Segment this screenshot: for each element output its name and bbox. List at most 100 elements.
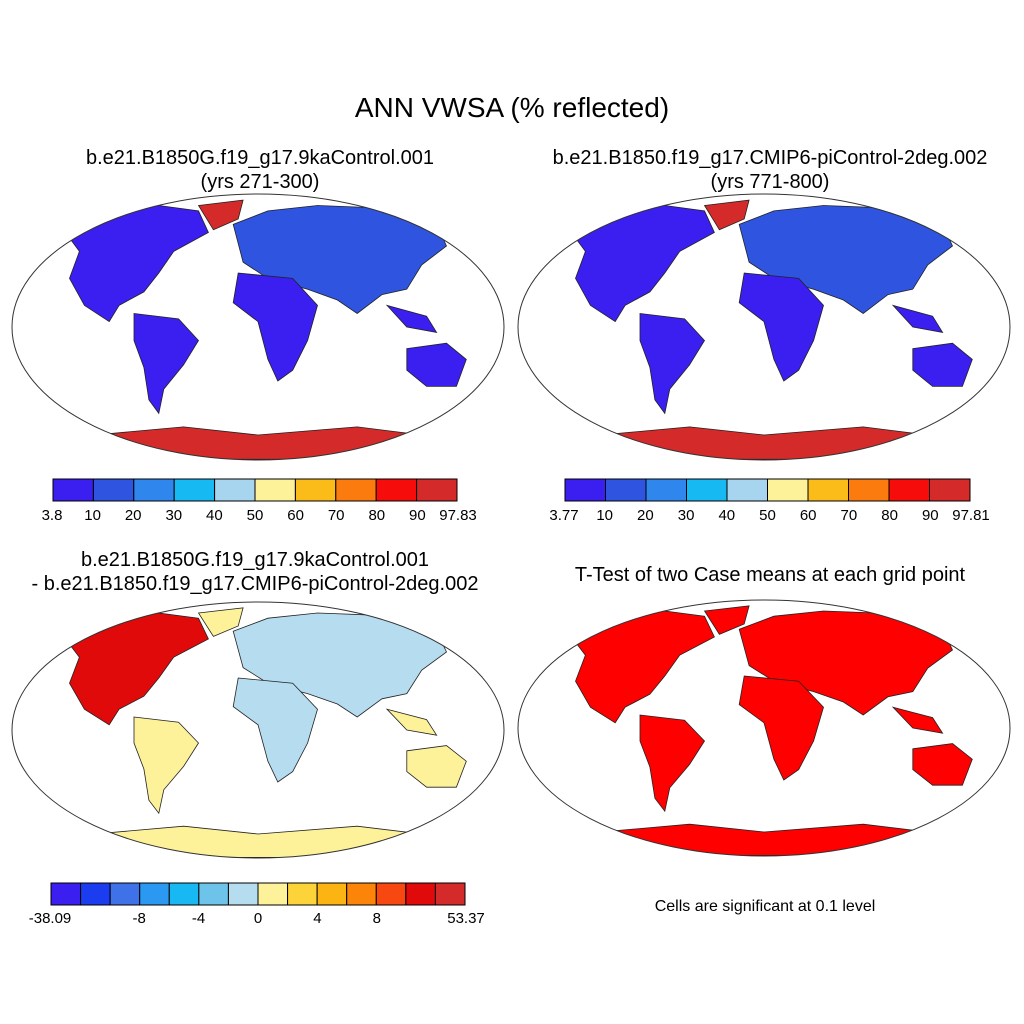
colorbar-swatch bbox=[257, 882, 289, 906]
panel3-title-line2: - b.e21.B1850.f19_g17.CMIP6-piControl-2d… bbox=[31, 573, 479, 595]
colorbar-swatch bbox=[198, 882, 229, 906]
colorbar-tick-label: 97.83 bbox=[439, 507, 477, 524]
colorbar-swatch bbox=[346, 882, 377, 906]
colorbar-swatch bbox=[564, 478, 606, 502]
colorbar-tick-label: 0 bbox=[253, 910, 263, 927]
colorbar-swatch bbox=[52, 478, 94, 502]
significance-note: Cells are significant at 0.1 level bbox=[654, 898, 876, 915]
colorbar-tick-label: 30 bbox=[165, 507, 183, 524]
colorbar-tick-label: 20 bbox=[637, 507, 654, 524]
colorbar-swatch bbox=[929, 478, 971, 502]
landmass-australia bbox=[912, 342, 973, 387]
colorbar-swatch bbox=[686, 478, 728, 502]
landmass-africa bbox=[232, 677, 318, 783]
colorbar-tick-label: 80 bbox=[881, 507, 898, 524]
colorbar-swatch bbox=[173, 478, 216, 502]
colorbar-tick-label: 3.77 bbox=[549, 507, 579, 524]
colorbar-swatch bbox=[254, 478, 296, 502]
panel1-title-line2: (yrs 271-300) bbox=[200, 171, 320, 193]
map-outline bbox=[11, 601, 505, 859]
landmass-australia bbox=[912, 743, 973, 786]
landmass-greenland bbox=[197, 199, 244, 231]
colorbar-swatch bbox=[434, 882, 466, 906]
landmass-africa bbox=[738, 675, 824, 781]
panel1-colorbar bbox=[52, 478, 458, 502]
landmass-africa bbox=[738, 272, 824, 382]
colorbar-tick-label: 20 bbox=[124, 507, 142, 524]
landmass-northAmerica bbox=[58, 205, 209, 323]
colorbar-tick-label: 50 bbox=[759, 507, 776, 524]
colorbar-tick-label: 40 bbox=[718, 507, 736, 524]
colorbar-tick-label: -4 bbox=[191, 910, 206, 927]
landmass-southAmerica bbox=[133, 313, 199, 415]
colorbar-swatch bbox=[168, 882, 200, 906]
panel4-map bbox=[517, 599, 1011, 857]
colorbar-swatch bbox=[80, 882, 111, 906]
panel1-map bbox=[11, 193, 505, 461]
landmass-seasia bbox=[891, 706, 944, 734]
colorbar-tick-label: 8 bbox=[372, 910, 382, 927]
panel3-colorbar bbox=[50, 882, 466, 906]
colorbar-swatch bbox=[726, 478, 768, 502]
panel2-colorbar bbox=[564, 478, 971, 502]
landmass-northAmerica bbox=[564, 205, 715, 323]
colorbar-tick-label: 30 bbox=[677, 507, 695, 524]
landmass-greenland bbox=[703, 605, 750, 635]
colorbar-swatch bbox=[767, 478, 809, 502]
colorbar-tick-label: 97.81 bbox=[952, 507, 990, 524]
landmass-northAmerica bbox=[564, 610, 715, 724]
colorbar-tick-label: 50 bbox=[246, 507, 264, 524]
colorbar-swatch bbox=[133, 478, 175, 502]
colorbar-tick-label: 40 bbox=[206, 507, 223, 524]
landmass-southAmerica bbox=[133, 716, 200, 815]
colorbar-swatch bbox=[109, 882, 141, 906]
panel3-title-line1: b.e21.B1850G.f19_g17.9kaControl.001 bbox=[80, 549, 430, 571]
colorbar-tick-label: 90 bbox=[921, 507, 939, 524]
landmass-australia bbox=[406, 342, 467, 387]
colorbar-swatch bbox=[645, 478, 687, 502]
colorbar-tick-label: 70 bbox=[840, 507, 858, 524]
landmass-seasia bbox=[385, 304, 438, 333]
colorbar-tick-label: 70 bbox=[327, 507, 345, 524]
landmass-seasia bbox=[891, 304, 944, 333]
colorbar-tick-label: 4 bbox=[313, 910, 322, 927]
landmass-southAmerica bbox=[639, 714, 706, 813]
landmass-northAmerica bbox=[58, 612, 209, 726]
landmass-seasia bbox=[385, 708, 438, 736]
colorbar-tick-label: 10 bbox=[596, 507, 614, 524]
map-outline bbox=[517, 193, 1011, 461]
colorbar-tick-label: 60 bbox=[287, 507, 304, 524]
map-outline bbox=[517, 599, 1011, 857]
colorbar-tick-label: 80 bbox=[368, 507, 386, 524]
landmass-australia bbox=[406, 745, 467, 788]
colorbar-swatch bbox=[405, 882, 436, 906]
colorbar-swatch bbox=[375, 882, 407, 906]
colorbar-swatch bbox=[375, 478, 418, 502]
panel3-title: b.e21.B1850G.f19_g17.9kaControl.001 - b.… bbox=[0, 548, 510, 596]
landmass-antarctica bbox=[93, 825, 423, 858]
colorbar-tick-label: 10 bbox=[84, 507, 101, 524]
colorbar-swatch bbox=[888, 478, 930, 502]
landmass-africa bbox=[232, 272, 318, 382]
colorbar-swatch bbox=[287, 882, 318, 906]
panel3-map bbox=[11, 601, 505, 859]
panel2-title: b.e21.B1850.f19_g17.CMIP6-piControl-2deg… bbox=[510, 146, 1024, 194]
map-outline bbox=[11, 193, 505, 461]
panel2-title-line1: b.e21.B1850.f19_g17.CMIP6-piControl-2deg… bbox=[552, 147, 988, 169]
landmass-greenland bbox=[197, 607, 244, 637]
colorbar-swatch bbox=[92, 478, 135, 502]
colorbar-swatch bbox=[416, 478, 458, 502]
figure-title: ANN VWSA (% reflected) bbox=[354, 92, 670, 123]
colorbar-tick-label: -38.09 bbox=[28, 910, 72, 927]
colorbar-tick-label: 3.8 bbox=[41, 507, 63, 524]
colorbar-tick-label: 60 bbox=[799, 507, 817, 524]
colorbar-swatch bbox=[214, 478, 256, 502]
colorbar-swatch bbox=[316, 882, 348, 906]
landmass-antarctica bbox=[599, 823, 929, 856]
colorbar-swatch bbox=[605, 478, 647, 502]
panel4-title-line1: T-Test of two Case means at each grid po… bbox=[574, 564, 966, 586]
landmass-greenland bbox=[703, 199, 750, 231]
colorbar-swatch bbox=[848, 478, 890, 502]
colorbar-tick-label: 90 bbox=[409, 507, 426, 524]
landmass-antarctica bbox=[599, 426, 929, 460]
